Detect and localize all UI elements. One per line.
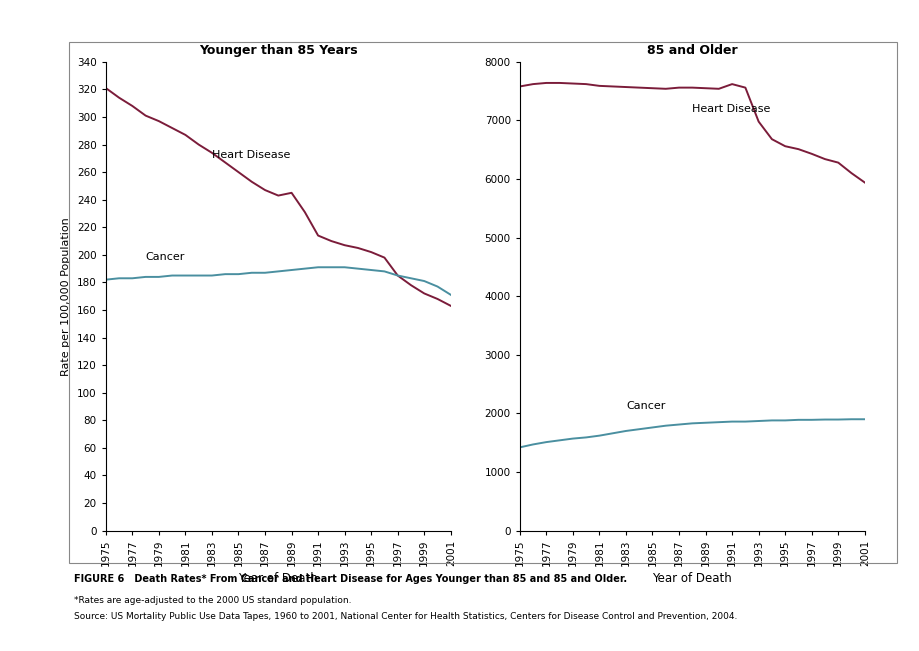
Text: Heart Disease: Heart Disease — [691, 104, 770, 114]
Text: Cancer: Cancer — [145, 253, 185, 262]
Text: *Rates are age-adjusted to the 2000 US standard population.: *Rates are age-adjusted to the 2000 US s… — [74, 596, 351, 605]
Text: Source: US Mortality Public Use Data Tapes, 1960 to 2001, National Center for He: Source: US Mortality Public Use Data Tap… — [74, 612, 736, 621]
Y-axis label: Rate per 100,000 Population: Rate per 100,000 Population — [62, 217, 72, 376]
X-axis label: Year of Death: Year of Death — [238, 572, 318, 585]
Text: Cancer: Cancer — [625, 401, 664, 411]
Title: 85 and Older: 85 and Older — [646, 44, 737, 57]
X-axis label: Year of Death: Year of Death — [652, 572, 732, 585]
Text: FIGURE 6   Death Rates* From Cancer and Heart Disease for Ages Younger than 85 a: FIGURE 6 Death Rates* From Cancer and He… — [74, 574, 626, 584]
Text: Heart Disease: Heart Disease — [211, 150, 290, 160]
Title: Younger than 85 Years: Younger than 85 Years — [199, 44, 357, 57]
